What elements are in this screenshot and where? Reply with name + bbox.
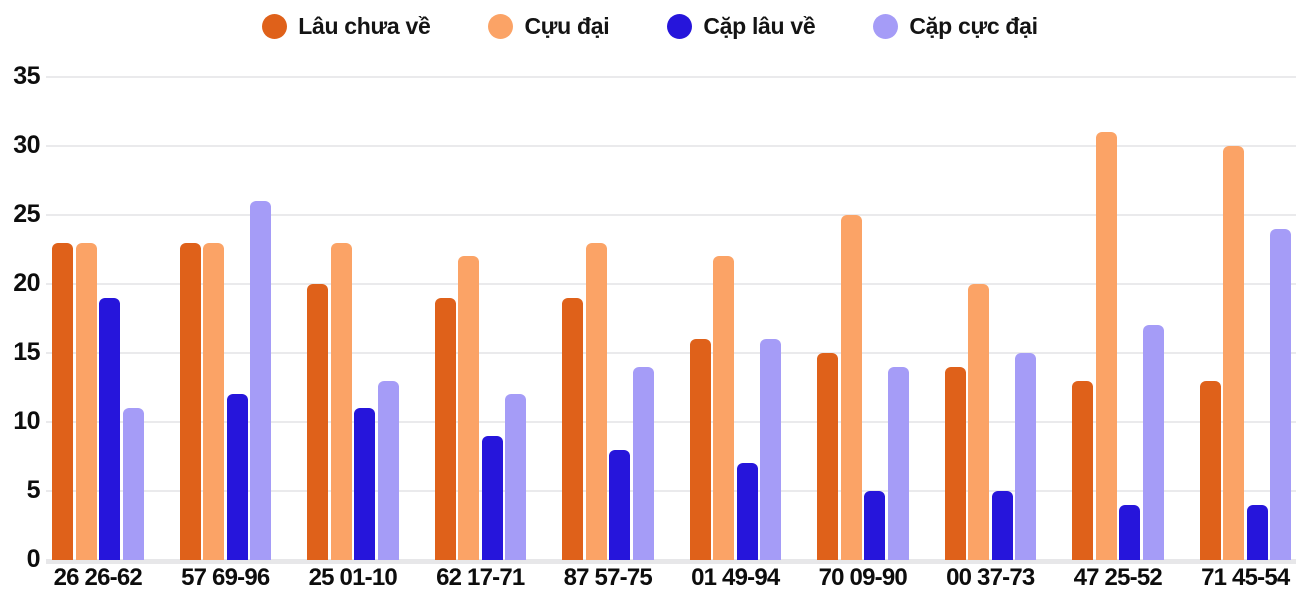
x-tick-label: 70 09-90 <box>818 564 908 591</box>
bar-cựu-đại-group-5[interactable] <box>713 256 734 560</box>
legend-item-2[interactable]: Cặp lâu về <box>667 12 816 40</box>
bar-cặp-cực-đại-group-2[interactable] <box>377 380 399 560</box>
bar-cựu-đại-group-0[interactable] <box>75 242 97 560</box>
legend-item-3[interactable]: Cặp cực đại <box>873 12 1038 40</box>
bar-cặp-cực-đại-group-4[interactable] <box>632 366 654 560</box>
y-tick-label: 15 <box>13 338 40 366</box>
y-tick-label: 25 <box>13 200 40 228</box>
gridline-y35 <box>46 76 1296 78</box>
x-tick-label: 26 26-62 <box>53 564 143 591</box>
bar-cặp-cực-đại-group-1[interactable] <box>250 201 271 560</box>
gridline-y20 <box>46 283 1296 285</box>
bar-lâu-chưa-về-group-8[interactable] <box>1072 380 1093 560</box>
bar-cựu-đại-group-3[interactable] <box>458 256 479 560</box>
bar-cặp-cực-đại-group-7[interactable] <box>1015 353 1036 560</box>
bar-cặp-lâu-về-group-5[interactable] <box>736 463 758 560</box>
x-tick-label: 71 45-54 <box>1201 564 1290 591</box>
bar-cặp-lâu-về-group-9[interactable] <box>1246 504 1268 560</box>
bar-cặp-lâu-về-group-2[interactable] <box>354 408 375 560</box>
bar-lâu-chưa-về-group-7[interactable] <box>944 366 966 560</box>
legend-dot-icon <box>262 13 288 39</box>
bar-lâu-chưa-về-group-6[interactable] <box>817 353 838 560</box>
bar-cặp-lâu-về-group-6[interactable] <box>864 491 885 560</box>
bar-cặp-lâu-về-group-0[interactable] <box>99 297 120 560</box>
bar-cặp-cực-đại-group-3[interactable] <box>505 394 526 560</box>
bar-cựu-đại-group-9[interactable] <box>1223 146 1244 560</box>
x-tick-label: 62 17-71 <box>436 564 525 591</box>
bar-lâu-chưa-về-group-9[interactable] <box>1199 380 1221 560</box>
x-tick-label: 25 01-10 <box>308 564 398 591</box>
y-tick-label: 30 <box>13 131 40 159</box>
bar-cựu-đại-group-7[interactable] <box>968 284 989 560</box>
bar-lâu-chưa-về-group-0[interactable] <box>52 242 73 560</box>
y-tick-label: 20 <box>13 269 40 297</box>
bar-lâu-chưa-về-group-1[interactable] <box>179 242 201 560</box>
x-tick-label: 87 57-75 <box>563 564 653 591</box>
legend-dot-icon <box>488 13 514 39</box>
x-tick-label: 00 37-73 <box>946 564 1035 591</box>
y-tick-label: 10 <box>13 407 40 435</box>
legend-item-1[interactable]: Cựu đại <box>488 12 610 40</box>
x-axis-baseline <box>46 559 1296 564</box>
legend-label: Cặp cực đại <box>909 12 1038 39</box>
bar-cặp-cực-đại-group-6[interactable] <box>887 366 909 560</box>
bar-cặp-cực-đại-group-9[interactable] <box>1270 228 1291 560</box>
bar-cặp-lâu-về-group-7[interactable] <box>991 491 1013 560</box>
legend-item-0[interactable]: Lâu chưa về <box>262 12 431 40</box>
bar-lâu-chưa-về-group-5[interactable] <box>689 339 711 560</box>
y-tick-label: 0 <box>26 545 41 573</box>
gridline-y15 <box>46 352 1296 354</box>
y-tick-label: 35 <box>13 62 40 90</box>
legend-label: Cặp lâu về <box>703 12 816 39</box>
bar-lâu-chưa-về-group-2[interactable] <box>307 284 328 560</box>
bar-cặp-lâu-về-group-8[interactable] <box>1119 504 1140 560</box>
bar-cặp-cực-đại-group-0[interactable] <box>122 408 144 560</box>
x-tick-label: 47 25-52 <box>1073 564 1163 591</box>
bar-cựu-đại-group-2[interactable] <box>330 242 352 560</box>
x-tick-label: 01 49-94 <box>691 564 780 591</box>
bar-lâu-chưa-về-group-4[interactable] <box>562 297 583 560</box>
bar-cặp-lâu-về-group-1[interactable] <box>226 394 248 560</box>
bar-cặp-lâu-về-group-3[interactable] <box>481 435 503 560</box>
y-tick-label: 5 <box>26 476 41 504</box>
bar-cặp-cực-đại-group-5[interactable] <box>760 339 781 560</box>
x-tick-label: 57 69-96 <box>181 564 270 591</box>
gridline-y10 <box>46 421 1296 423</box>
bar-cựu-đại-group-1[interactable] <box>203 242 224 560</box>
bar-cựu-đại-group-6[interactable] <box>840 215 862 560</box>
bar-cặp-cực-đại-group-8[interactable] <box>1142 325 1164 560</box>
legend-label: Cựu đại <box>524 12 610 39</box>
gridline-y30 <box>46 145 1296 147</box>
bar-lâu-chưa-về-group-3[interactable] <box>434 297 456 560</box>
chart-legend: Lâu chưa về Cựu đại Cặp lâu về Cặp cực đại <box>0 8 1300 44</box>
bar-cựu-đại-group-4[interactable] <box>585 242 607 560</box>
legend-dot-icon <box>667 13 693 39</box>
gridline-y5 <box>46 490 1296 492</box>
legend-dot-icon <box>873 13 899 39</box>
bar-cựu-đại-group-8[interactable] <box>1095 132 1117 560</box>
gridline-y25 <box>46 214 1296 216</box>
bar-cặp-lâu-về-group-4[interactable] <box>609 449 630 560</box>
legend-label: Lâu chưa về <box>298 12 431 39</box>
